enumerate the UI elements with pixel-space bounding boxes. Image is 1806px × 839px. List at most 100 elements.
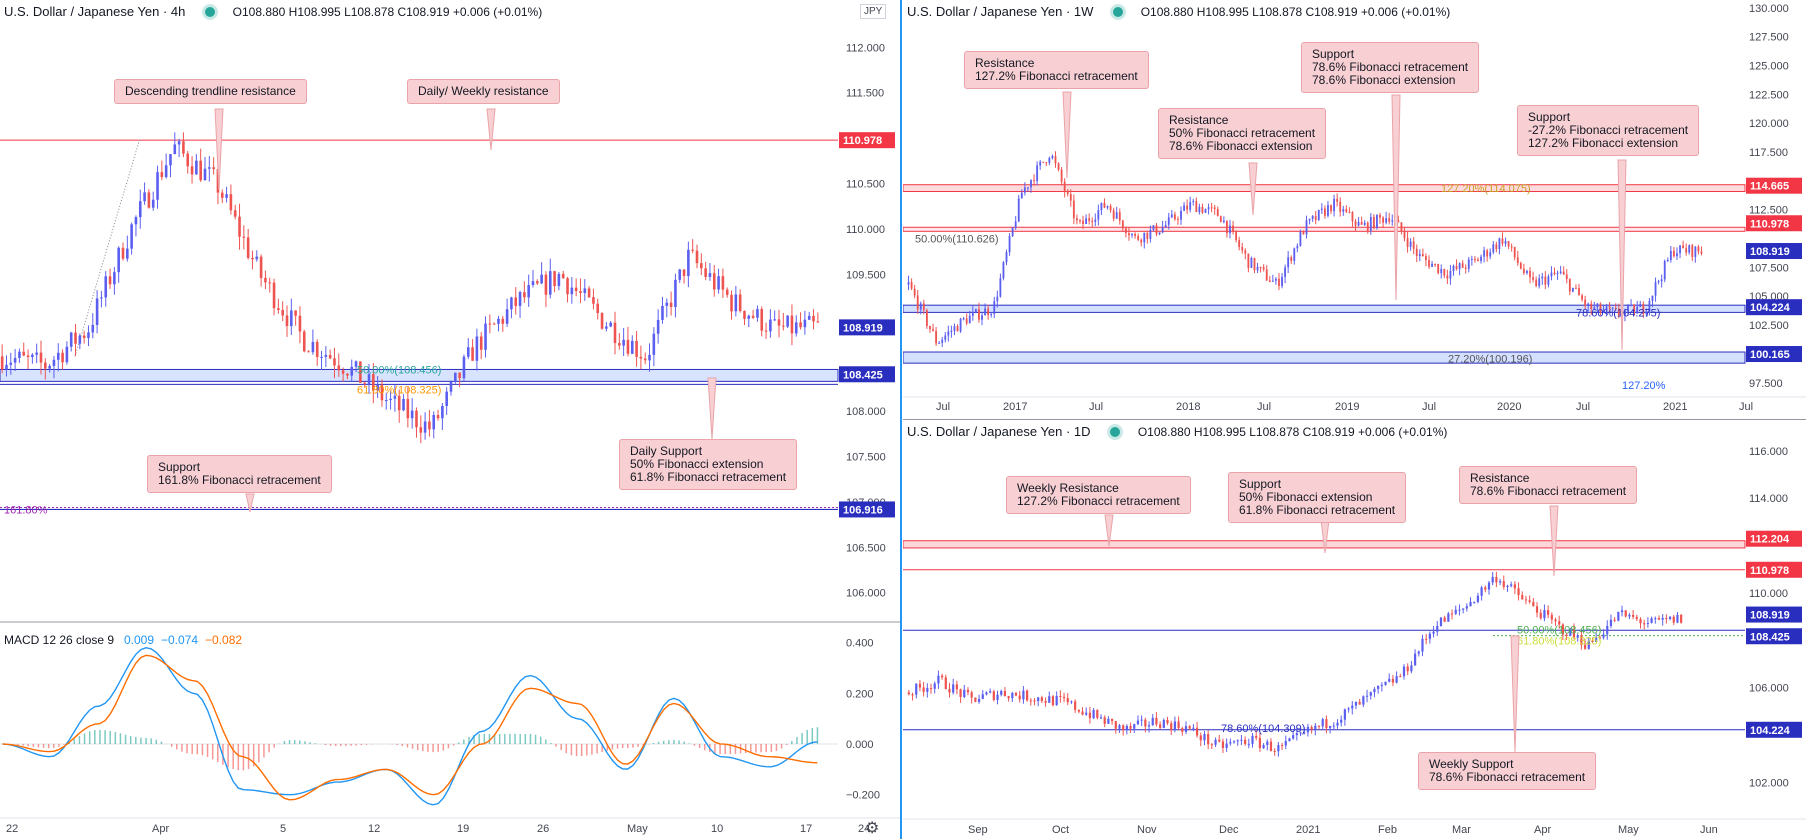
candle-body [1606,625,1609,635]
candle-body [907,692,910,695]
candle-body [302,331,306,352]
candle-body [1131,234,1133,236]
candle-body [1323,208,1326,216]
candle-body [1192,201,1195,203]
candle-body [48,365,51,369]
candle-body [1437,264,1440,274]
candle-body [1428,633,1431,639]
candle-body [925,310,928,327]
candle-body [769,319,772,332]
candle-body [1443,269,1446,276]
candle-body [216,169,220,193]
candle-body [799,322,802,328]
candle-body [1470,258,1473,260]
candle-body [557,273,561,287]
candle-body [605,326,608,329]
x-tick-1w: 2021 [1663,401,1687,413]
candle-body [955,684,958,690]
candle-body [1672,616,1675,623]
candle-body [1412,241,1415,249]
candle-body [1506,585,1509,587]
callout-support-161[interactable]: Support 161.8% Fibonacci retracement [147,455,332,493]
candle-body [350,366,354,376]
candle-body [233,210,237,217]
y-tick-4h: 107.500 [846,451,886,463]
candle-body [1140,719,1143,721]
callout-resistance-127[interactable]: Resistance 127.2% Fibonacci retracement [964,51,1149,89]
gear-icon[interactable]: ⚙ [865,820,880,837]
candle-body [160,172,164,178]
chart-4h[interactable]: 112.000 111.500 110.500 110.000 109.500 108.0… [0,0,900,839]
candle-body [26,355,30,358]
candle-body [1114,721,1117,729]
candle-body [570,287,574,295]
candle-body [1465,606,1468,609]
candle-body [1033,700,1036,702]
candle-body [445,391,448,406]
callout-support-272[interactable]: Support -27.2% Fibonacci retracement 127… [1517,105,1700,156]
candle-body [346,373,349,376]
callout-weekly-resistance[interactable]: Weekly Resistance 127.2% Fibonacci retra… [1006,476,1191,514]
pointer-weekly-support [1510,635,1520,753]
candle-body [1562,271,1565,275]
candle-body [298,315,302,332]
callout-support-50[interactable]: Support 50% Fibonacci extension 61.8% Fi… [1228,472,1407,523]
candle-body [1462,608,1465,610]
candle-body [704,268,707,277]
candle-body [1663,260,1666,280]
callout-resistance-50[interactable]: Resistance 50% Fibonacci retracement 78.… [1158,108,1327,159]
chart-1w[interactable]: 130.000 127.500 125.000 122.500 120.000 117.5… [903,0,1806,419]
candle-body [1657,618,1661,620]
candle-body [1066,191,1069,195]
candle-body [922,303,925,311]
panel-divider-horizontal[interactable] [903,419,1806,420]
candle-body [968,315,971,324]
candle-body [974,697,977,702]
panel-divider-vertical[interactable] [900,0,902,839]
candle-body [1166,720,1169,724]
callout-trendline-resistance[interactable]: Descending trendline resistance [114,79,307,104]
price-label-106916: 106.916 [843,504,883,516]
candle-body [1376,214,1378,229]
candle-body [1461,263,1464,268]
pointer-daily-support [707,377,717,440]
candle-body [454,372,457,382]
x-tick-1w: 2018 [1176,401,1200,413]
candle-body [1051,156,1054,159]
candle-body [1054,156,1057,164]
currency-badge[interactable]: JPY [860,4,887,19]
callout-resistance-786[interactable]: Resistance 78.6% Fibonacci retracement [1459,466,1638,504]
candle-body [410,410,414,419]
price-label-108919-w: 108.919 [1750,246,1790,258]
candle-body [907,282,910,285]
candle-body [52,359,56,366]
callout-daily-support[interactable]: Daily Support 50% Fibonacci extension 61… [619,439,798,490]
candle-body [1122,725,1125,731]
candle-body [944,677,947,689]
callout-daily-weekly-resistance[interactable]: Daily/ Weekly resistance [407,79,560,104]
candle-body [1240,739,1243,741]
candle-body [985,692,988,695]
candle-body [1103,202,1106,208]
candle-body [1400,222,1403,232]
candle-body [9,362,13,365]
candle-body [1388,678,1391,682]
candle-body [635,340,638,357]
pointer-resistance-786 [1549,505,1559,577]
candle-body [1042,161,1045,163]
candle-body [1149,229,1152,239]
candle-body [1495,576,1498,583]
candle-body [1524,599,1528,601]
candle-body [462,356,466,379]
candle-body [1513,246,1516,258]
callout-weekly-support[interactable]: Weekly Support 78.6% Fibonacci retraceme… [1418,752,1597,790]
candle-body [315,341,319,358]
candle-body [259,256,263,278]
candle-body [1559,271,1562,273]
chart-1d[interactable]: 116.000 114.000 110.000 106.000 102.000 78.60… [903,420,1806,839]
candle-body [1077,709,1080,712]
callout-support-786[interactable]: Support 78.6% Fibonacci retracement 78.6… [1301,42,1480,93]
candle-body [1532,277,1535,280]
candle-body [756,309,759,318]
candle-body [1391,678,1395,683]
